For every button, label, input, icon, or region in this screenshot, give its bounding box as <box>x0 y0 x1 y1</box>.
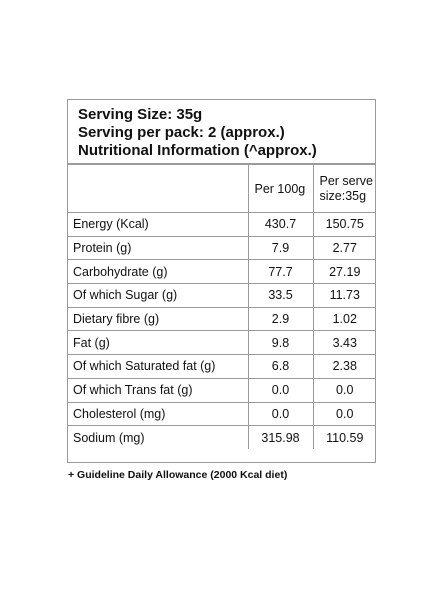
per-100g-value: 33.5 <box>247 283 314 308</box>
nutrient-name: Sodium (mg) <box>68 425 249 450</box>
per-serve-value: 3.43 <box>312 330 376 356</box>
nutrient-name: Protein (g) <box>68 235 249 261</box>
serving-per-pack: Serving per pack: 2 (approx.) <box>78 124 285 141</box>
column-header-per-100g: Per 100g <box>247 164 314 213</box>
nutrient-name: Fat (g) <box>68 330 249 356</box>
per-serve-value: 2.38 <box>312 354 376 379</box>
per-100g-value: 315.98 <box>247 425 314 450</box>
nutrient-name: Of which Sugar (g) <box>68 283 249 308</box>
table-row: Cholesterol (mg) 0.0 0.0 <box>68 401 376 427</box>
table-row: Sodium (mg) 315.98 110.59 <box>68 425 376 450</box>
table-row: Carbohydrate (g) 77.7 27.19 <box>68 259 376 285</box>
per-serve-line1: Per serve <box>319 173 374 188</box>
table-row: Of which Sugar (g) 33.5 11.73 <box>68 283 376 308</box>
table-row: Of which Trans fat (g) 0.0 0.0 <box>68 377 376 403</box>
nutrient-name: Dietary fibre (g) <box>68 306 249 332</box>
per-100g-value: 9.8 <box>247 330 314 356</box>
per-100g-value: 0.0 <box>247 401 314 427</box>
nutrient-name: Of which Saturated fat (g) <box>68 354 249 379</box>
per-serve-value: 0.0 <box>312 401 376 427</box>
per-100g-value: 77.7 <box>247 259 314 285</box>
per-serve-value: 110.59 <box>312 425 376 450</box>
nutrition-table: Per 100g Per serve size:35g Energy (Kcal… <box>68 164 376 450</box>
table-row: Energy (Kcal) 430.7 150.75 <box>68 212 376 237</box>
per-serve-value: 2.77 <box>312 235 376 261</box>
table-row: Fat (g) 9.8 3.43 <box>68 330 376 356</box>
table-row: Of which Saturated fat (g) 6.8 2.38 <box>68 354 376 379</box>
nutrient-name: Carbohydrate (g) <box>68 259 249 285</box>
column-header-nutrient <box>68 164 249 213</box>
column-header-row: Per 100g Per serve size:35g <box>68 164 376 213</box>
nutrition-info-title: Nutritional Information (^approx.) <box>78 142 317 159</box>
column-header-per-serve: Per serve size:35g <box>312 164 376 213</box>
per-100g-value: 430.7 <box>247 212 314 237</box>
nutrition-panel: Serving Size: 35g Serving per pack: 2 (a… <box>67 99 376 463</box>
nutrient-name: Energy (Kcal) <box>68 212 249 237</box>
per-serve-value: 150.75 <box>312 212 376 237</box>
per-serve-value: 27.19 <box>312 259 376 285</box>
serving-size: Serving Size: 35g <box>78 106 203 123</box>
per-100g-value: 6.8 <box>247 354 314 379</box>
nutrient-name: Cholesterol (mg) <box>68 401 249 427</box>
footnote: + Guideline Daily Allowance (2000 Kcal d… <box>68 469 288 481</box>
nutrition-header: Serving Size: 35g Serving per pack: 2 (a… <box>68 100 375 164</box>
table-row: Dietary fibre (g) 2.9 1.02 <box>68 306 376 332</box>
table-row: Protein (g) 7.9 2.77 <box>68 235 376 261</box>
per-serve-value: 11.73 <box>312 283 376 308</box>
per-serve-value: 1.02 <box>312 306 376 332</box>
nutrient-name: Of which Trans fat (g) <box>68 377 249 403</box>
per-100g-value: 7.9 <box>247 235 314 261</box>
per-100g-value: 2.9 <box>247 306 314 332</box>
per-serve-line2: size:35g <box>319 188 367 203</box>
per-serve-value: 0.0 <box>312 377 376 403</box>
per-100g-value: 0.0 <box>247 377 314 403</box>
